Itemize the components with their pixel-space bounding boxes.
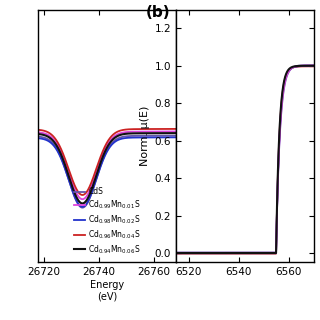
Cd$_{0.98}$Mn$_{0.02}$S <box>52 144 56 148</box>
Cd$_{0.96}$Mn$_{0.04}$S <box>95 164 99 168</box>
CdS <box>60 159 64 163</box>
Cd$_{0.98}$Mn$_{0.02}$S <box>156 135 160 139</box>
Cd$_{0.96}$Mn$_{0.04}$S <box>156 127 160 131</box>
Cd$_{0.99}$Mn$_{0.01}$S <box>81 197 84 201</box>
Cd$_{0.99}$Mn$_{0.01}$S <box>174 130 178 133</box>
Cd$_{0.96}$Mn$_{0.04}$S <box>60 150 64 154</box>
Legend: CdS, Cd$_{0.99}$Mn$_{0.01}$S, Cd$_{0.98}$Mn$_{0.02}$S, Cd$_{0.96}$Mn$_{0.04}$S, : CdS, Cd$_{0.99}$Mn$_{0.01}$S, Cd$_{0.98}… <box>71 184 144 259</box>
Cd$_{0.94}$Mn$_{0.06}$S <box>60 156 64 159</box>
Cd$_{0.96}$Mn$_{0.04}$S <box>36 128 40 132</box>
CdS <box>81 206 84 210</box>
Cd$_{0.98}$Mn$_{0.02}$S <box>36 136 40 140</box>
Cd$_{0.99}$Mn$_{0.01}$S <box>36 131 40 134</box>
Cd$_{0.94}$Mn$_{0.06}$S <box>95 171 99 175</box>
Cd$_{0.96}$Mn$_{0.04}$S <box>81 193 84 197</box>
Cd$_{0.94}$Mn$_{0.06}$S <box>174 131 178 135</box>
Cd$_{0.98}$Mn$_{0.02}$S <box>89 192 93 196</box>
Cd$_{0.99}$Mn$_{0.01}$S <box>95 168 99 172</box>
Cd$_{0.98}$Mn$_{0.02}$S <box>60 159 64 163</box>
Cd$_{0.99}$Mn$_{0.01}$S <box>60 153 64 157</box>
Cd$_{0.94}$Mn$_{0.06}$S <box>52 140 56 144</box>
Cd$_{0.98}$Mn$_{0.02}$S <box>174 135 178 139</box>
X-axis label: Energy
(eV): Energy (eV) <box>90 280 124 302</box>
Cd$_{0.96}$Mn$_{0.04}$S <box>52 135 56 139</box>
CdS <box>156 134 160 138</box>
Y-axis label: Norm. μ(E): Norm. μ(E) <box>140 106 150 166</box>
Line: CdS: CdS <box>38 136 176 208</box>
CdS <box>89 193 93 196</box>
Line: Cd$_{0.96}$Mn$_{0.04}$S: Cd$_{0.96}$Mn$_{0.04}$S <box>38 129 176 195</box>
Cd$_{0.99}$Mn$_{0.01}$S <box>156 130 160 133</box>
Cd$_{0.99}$Mn$_{0.01}$S <box>172 130 175 133</box>
Cd$_{0.96}$Mn$_{0.04}$S <box>89 181 93 185</box>
Line: Cd$_{0.94}$Mn$_{0.06}$S: Cd$_{0.94}$Mn$_{0.06}$S <box>38 133 176 204</box>
CdS <box>36 135 40 139</box>
Cd$_{0.98}$Mn$_{0.02}$S <box>95 175 99 179</box>
Cd$_{0.98}$Mn$_{0.02}$S <box>172 135 175 139</box>
Cd$_{0.96}$Mn$_{0.04}$S <box>174 127 178 131</box>
Cd$_{0.99}$Mn$_{0.01}$S <box>52 138 56 142</box>
Line: Cd$_{0.98}$Mn$_{0.02}$S: Cd$_{0.98}$Mn$_{0.02}$S <box>38 137 176 207</box>
Cd$_{0.94}$Mn$_{0.06}$S <box>156 131 160 135</box>
CdS <box>52 143 56 147</box>
Cd$_{0.94}$Mn$_{0.06}$S <box>36 132 40 136</box>
Cd$_{0.94}$Mn$_{0.06}$S <box>172 131 175 135</box>
Cd$_{0.96}$Mn$_{0.04}$S <box>172 127 175 131</box>
CdS <box>95 174 99 178</box>
Cd$_{0.94}$Mn$_{0.06}$S <box>89 188 93 192</box>
Cd$_{0.94}$Mn$_{0.06}$S <box>81 202 84 205</box>
CdS <box>174 134 178 138</box>
CdS <box>172 134 175 138</box>
Cd$_{0.98}$Mn$_{0.02}$S <box>81 205 84 209</box>
Text: (b): (b) <box>146 4 170 20</box>
Line: Cd$_{0.99}$Mn$_{0.01}$S: Cd$_{0.99}$Mn$_{0.01}$S <box>38 132 176 199</box>
Cd$_{0.99}$Mn$_{0.01}$S <box>89 185 93 189</box>
